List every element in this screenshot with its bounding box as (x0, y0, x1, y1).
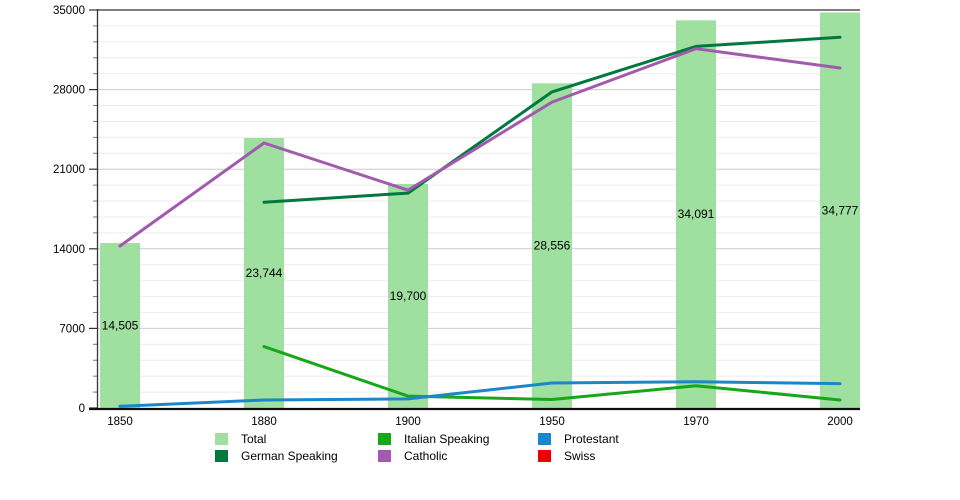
legend-label-italian-speaking: Italian Speaking (404, 432, 490, 446)
total-bar (676, 20, 716, 409)
legend-item-italian-speaking: Italian Speaking (378, 431, 538, 447)
legend-item-catholic: Catholic (378, 448, 538, 464)
legend-label-german-speaking: German Speaking (241, 449, 338, 463)
legend-swatch-italian-speaking (378, 433, 391, 445)
x-tick-label: 2000 (827, 416, 853, 428)
bar-value-label: 23,744 (246, 266, 283, 280)
total-bar (388, 183, 428, 409)
total-bar (532, 83, 572, 409)
legend-swatch-total (215, 433, 228, 445)
total-bar (244, 137, 284, 409)
y-tick-label: 0 (79, 403, 85, 415)
bar-value-label: 14,505 (102, 319, 139, 333)
y-tick-label: 7000 (59, 323, 85, 335)
y-tick-label: 28000 (53, 85, 85, 97)
legend-item-protestant: Protestant (538, 431, 619, 447)
x-tick-label: 1900 (395, 416, 421, 428)
bar-value-label: 28,556 (534, 239, 571, 253)
bar-value-label: 19,700 (390, 289, 427, 303)
x-tick-label: 1880 (251, 416, 277, 428)
series-line-italian-speaking (262, 345, 842, 402)
x-tick-label: 1970 (683, 416, 709, 428)
legend-label-total: Total (241, 432, 267, 446)
legend-swatch-catholic (378, 450, 391, 462)
bar-value-label: 34,091 (678, 207, 715, 221)
chart-svg: 14,505 23,744 19,700 28,556 34,091 34,777 0 700… (53, 5, 860, 428)
bar-value-label: 34,777 (822, 203, 859, 217)
series-line-protestant (118, 380, 842, 408)
total-bar (100, 243, 140, 409)
y-tick-label: 21000 (53, 164, 85, 176)
legend-swatch-german-speaking (215, 450, 228, 462)
series-line-catholic (118, 47, 842, 248)
legend-label-catholic: Catholic (404, 449, 448, 463)
series-line-german-speaking (262, 35, 842, 204)
x-tick-label: 1850 (107, 416, 133, 428)
y-tick-label: 35000 (53, 5, 85, 17)
legend-swatch-protestant (538, 433, 551, 445)
x-tick-label: 1950 (539, 416, 565, 428)
legend-item-total: Total (215, 431, 378, 447)
legend-item-swiss: Swiss (538, 448, 619, 464)
y-tick-label: 14000 (53, 244, 85, 256)
chart-legend: Total German Speaking Italian Speaking C… (215, 431, 619, 464)
legend-label-swiss: Swiss (564, 449, 596, 463)
legend-label-protestant: Protestant (564, 432, 619, 446)
legend-swatch-swiss (538, 450, 551, 462)
legend-item-german-speaking: German Speaking (215, 448, 378, 464)
total-bar (820, 12, 860, 410)
